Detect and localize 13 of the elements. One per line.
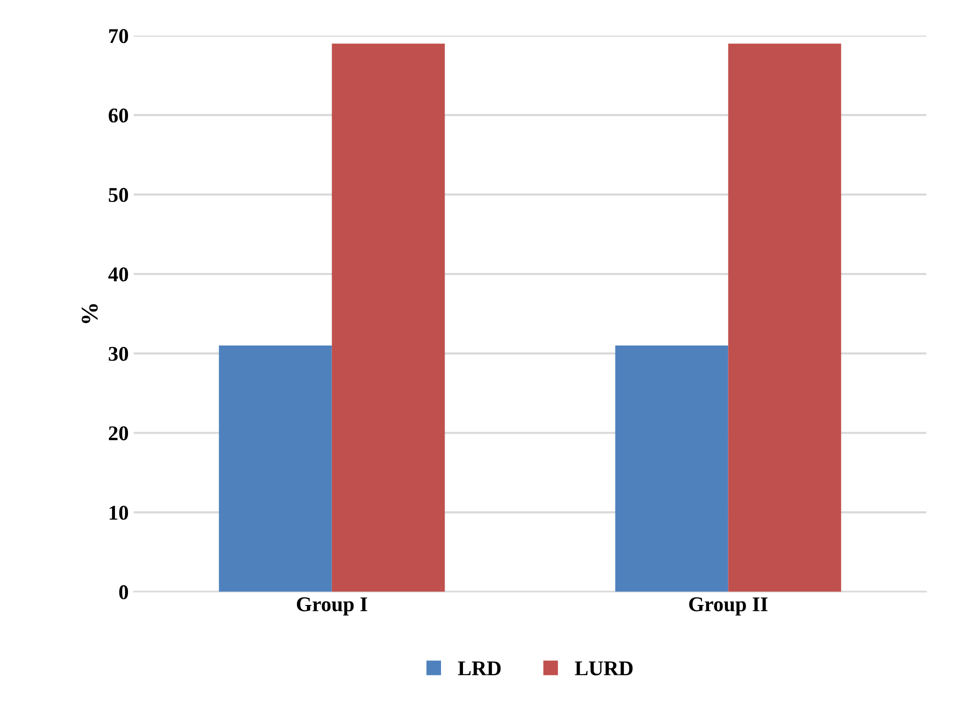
- y-tick-label: 0: [119, 585, 128, 600]
- legend-label: LURD: [574, 662, 633, 676]
- y-axis-title: %: [82, 304, 98, 324]
- y-tick-label: 40: [108, 267, 128, 282]
- y-tick-label: 50: [108, 188, 128, 202]
- y-tick-label: 60: [108, 108, 128, 123]
- y-tick-label: 70: [109, 29, 128, 44]
- legend-label: LRD: [458, 662, 501, 676]
- x-tick-label: Group II: [689, 597, 768, 616]
- y-tick-label: 20: [108, 426, 128, 440]
- y-tick-label: 30: [108, 346, 128, 361]
- y-tick-label: 10: [110, 506, 128, 520]
- x-tick-label: Group I: [296, 597, 368, 616]
